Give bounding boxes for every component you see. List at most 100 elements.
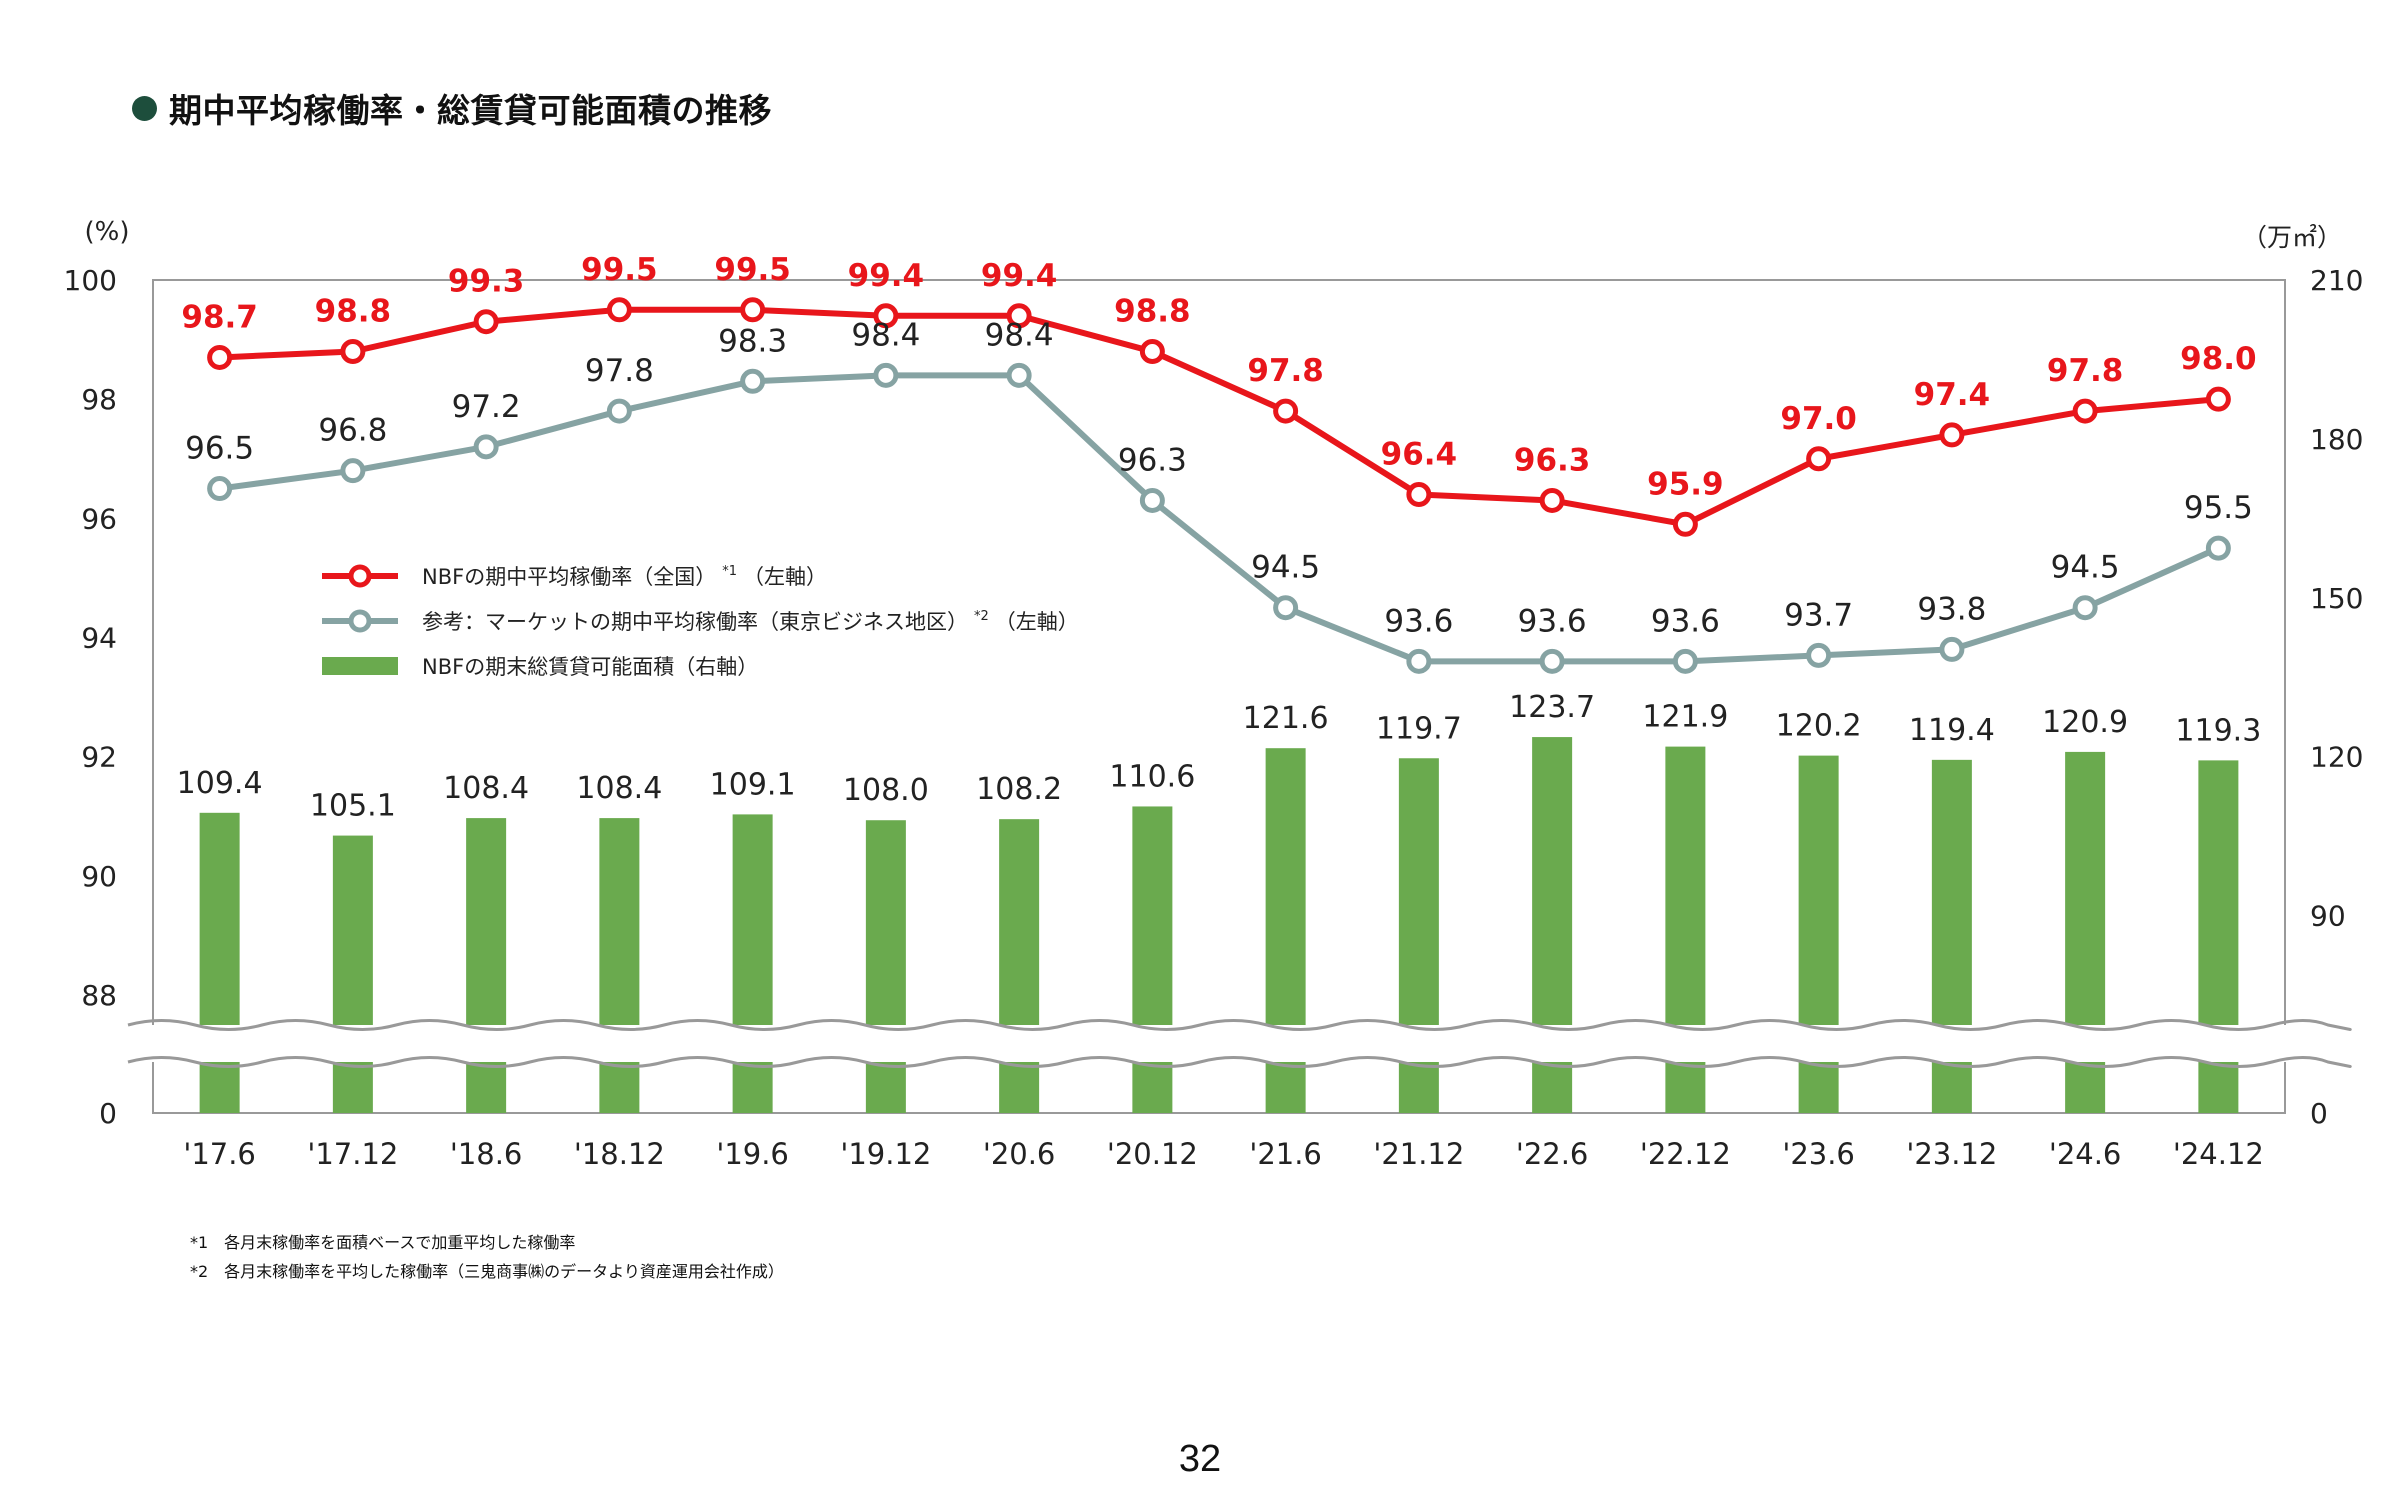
point-1-3: [606, 398, 632, 424]
footnotes: *1 各月末稼働率を面積ベースで加重平均した稼働率 *2 各月末稼働率を平均した…: [190, 1228, 784, 1286]
legend-swatch-marker-1: [348, 609, 372, 633]
point-label-1-13: 93.8: [1917, 591, 1986, 627]
x-tick-label-15: '24.12: [2173, 1137, 2264, 1171]
right-tick-label-zero: 0: [2310, 1097, 2328, 1130]
point-1-1: [340, 458, 366, 484]
legend-label-1: 参考：マーケットの期中平均稼働率（東京ビジネス地区） *2 （左軸）: [422, 609, 1079, 634]
bar-label-14: 120.9: [2042, 705, 2128, 740]
right-tick-label-4: 90: [2310, 900, 2346, 933]
x-tick-label-8: '21.6: [1249, 1137, 1322, 1171]
x-tick-label-9: '21.12: [1373, 1137, 1464, 1171]
bar-2: [466, 818, 507, 1113]
point-label-0-8: 97.8: [1247, 353, 1324, 389]
left-tick-label-2: 96: [81, 502, 117, 535]
x-tick-label-14: '24.6: [2049, 1137, 2122, 1171]
bar-6: [999, 819, 1040, 1113]
point-1-0: [207, 476, 233, 502]
point-label-0-6: 99.4: [981, 258, 1058, 294]
point-0-8: [1273, 398, 1299, 424]
x-tick-label-7: '20.12: [1107, 1137, 1198, 1171]
x-tick-label-10: '22.6: [1516, 1137, 1589, 1171]
bar-label-5: 108.0: [843, 773, 929, 808]
bar-5: [865, 820, 906, 1113]
point-label-0-9: 96.4: [1381, 437, 1458, 473]
point-label-1-12: 93.7: [1784, 597, 1853, 633]
point-1-8: [1273, 595, 1299, 621]
x-tick-label-4: '19.6: [716, 1137, 789, 1171]
point-1-11: [1672, 648, 1698, 674]
point-1-9: [1406, 648, 1432, 674]
bar-label-9: 119.7: [1376, 711, 1462, 746]
point-1-13: [1939, 636, 1965, 662]
point-1-15: [2205, 535, 2231, 561]
point-label-1-1: 96.8: [318, 413, 387, 449]
point-0-15: [2205, 386, 2231, 412]
left-axis-unit: (%): [85, 217, 130, 247]
point-0-14: [2072, 398, 2098, 424]
point-label-0-7: 98.8: [1114, 294, 1191, 330]
bar-label-8: 121.6: [1243, 701, 1329, 736]
legend-swatch-bar: [322, 657, 398, 675]
bar-label-2: 108.4: [443, 771, 529, 806]
bar-label-6: 108.2: [976, 772, 1062, 807]
footnote-2: *2 各月末稼働率を平均した稼働率（三鬼商事㈱のデータより資産運用会社作成）: [190, 1262, 784, 1281]
point-label-0-13: 97.4: [1914, 377, 1991, 413]
series-line-0: [219, 306, 2219, 528]
series-line-1: [219, 372, 2220, 665]
point-0-12: [1806, 446, 1832, 472]
legend-label-0: NBFの期中平均稼働率（全国） *1 （左軸）: [422, 564, 827, 589]
point-1-6: [1006, 362, 1032, 388]
bar-label-10: 123.7: [1509, 690, 1595, 725]
point-label-1-14: 94.5: [2051, 550, 2120, 586]
point-0-10: [1539, 487, 1565, 513]
left-tick-label-0: 100: [64, 264, 117, 297]
bar-label-7: 110.6: [1109, 759, 1195, 794]
point-label-0-4: 99.5: [714, 252, 791, 288]
x-tick-label-3: '18.12: [574, 1137, 665, 1171]
point-label-1-0: 96.5: [185, 431, 254, 467]
point-0-4: [740, 297, 766, 323]
point-label-1-6: 98.4: [985, 317, 1054, 353]
left-tick-label-1: 98: [81, 383, 117, 416]
legend-swatch-marker-0: [348, 564, 372, 588]
point-1-2: [473, 434, 499, 460]
point-label-1-4: 98.3: [718, 323, 787, 359]
point-label-1-5: 98.4: [851, 317, 920, 353]
page-number: 32: [1178, 1438, 1222, 1480]
point-0-3: [606, 297, 632, 323]
bar-label-4: 109.1: [710, 767, 796, 802]
x-tick-label-5: '19.12: [840, 1137, 931, 1171]
point-label-0-1: 98.8: [315, 294, 392, 330]
right-tick-label-2: 150: [2310, 582, 2363, 615]
x-tick-label-13: '23.12: [1906, 1137, 1997, 1171]
point-label-1-11: 93.6: [1651, 603, 1720, 639]
axis-break-wave-top: [127, 1019, 2352, 1031]
point-0-9: [1406, 482, 1432, 507]
bar-3: [599, 818, 640, 1113]
point-0-5: [873, 303, 899, 329]
point-label-0-11: 95.9: [1647, 466, 1724, 502]
point-label-1-7: 96.3: [1118, 442, 1187, 478]
point-label-1-9: 93.6: [1384, 603, 1453, 639]
point-1-14: [2072, 595, 2098, 621]
point-0-11: [1672, 511, 1698, 537]
point-0-2: [473, 309, 499, 335]
bar-label-12: 120.2: [1776, 709, 1862, 744]
bar-label-0: 109.4: [177, 766, 263, 801]
point-label-1-10: 93.6: [1518, 603, 1587, 639]
left-tick-label-6: 88: [81, 979, 117, 1012]
legend-label-2: NBFの期末総賃貸可能面積（右軸）: [422, 655, 758, 679]
point-label-0-15: 98.0: [2180, 341, 2257, 377]
title-block: 期中平均稼働率・総賃貸可能面積の推移: [132, 84, 772, 132]
bar-4: [732, 814, 773, 1113]
plot-frame: [152, 279, 2286, 1114]
point-label-1-8: 94.5: [1251, 550, 1320, 586]
left-tick-label-zero: 0: [99, 1097, 117, 1130]
point-0-7: [1139, 339, 1165, 364]
point-label-0-5: 99.4: [848, 258, 925, 294]
point-label-1-15: 95.5: [2184, 490, 2253, 526]
point-1-10: [1539, 648, 1565, 674]
point-1-7: [1139, 487, 1165, 513]
bar-label-1: 105.1: [310, 789, 396, 824]
point-label-0-10: 96.3: [1514, 442, 1591, 478]
